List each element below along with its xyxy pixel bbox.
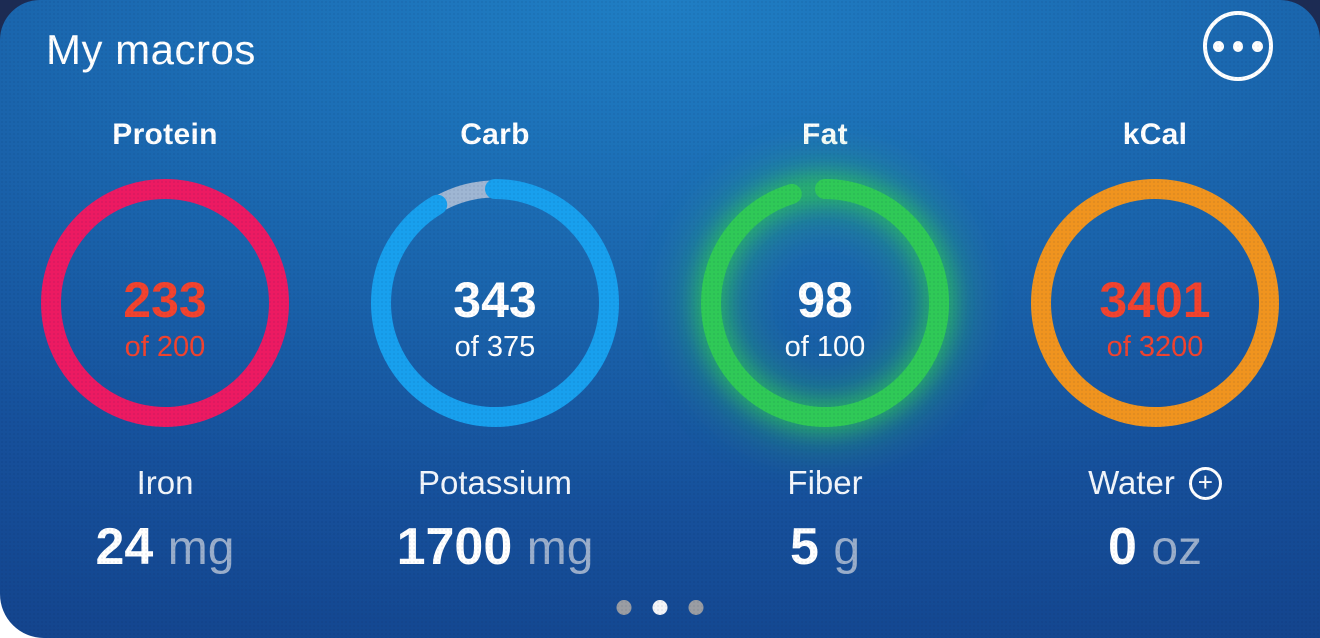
micro-amount: 5 xyxy=(789,518,819,576)
micro-value: 5 g xyxy=(660,517,990,577)
micro-name: Water xyxy=(1088,464,1175,501)
ellipsis-dot xyxy=(1252,40,1264,52)
micro-label: Water + xyxy=(990,464,1320,502)
pagination-dot-active[interactable] xyxy=(652,600,668,615)
ring-svg xyxy=(685,163,965,443)
pagination-dot[interactable] xyxy=(688,600,704,615)
ellipsis-dot xyxy=(1232,40,1244,52)
micro-amount: 0 xyxy=(1107,518,1137,576)
macro-column-kcal: kCal 3401 of 3200 Water + 0 oz xyxy=(990,0,1320,638)
micro-value: 1700 mg xyxy=(330,517,660,577)
macro-column-protein: Protein 233 of 200 Iron 24 mg xyxy=(0,0,330,638)
ring-svg xyxy=(41,179,289,427)
ellipsis-menu-button[interactable] xyxy=(1203,11,1273,81)
micro-amount: 24 xyxy=(95,518,154,576)
macro-column-carb: Carb 343 of 375 Potassium 1700 mg xyxy=(330,0,660,638)
macro-column-fat: Fat 98 of xyxy=(660,0,990,638)
kcal-progress-ring[interactable]: 3401 of 3200 xyxy=(1005,153,1305,453)
macro-label: Fat xyxy=(802,118,848,151)
micro-amount: 1700 xyxy=(396,518,513,576)
micro-unit: g xyxy=(833,522,861,575)
water-add-button[interactable]: + xyxy=(1188,466,1222,500)
protein-progress-ring[interactable]: 233 of 200 xyxy=(15,153,315,453)
micro-unit: mg xyxy=(167,522,235,575)
ring-svg xyxy=(371,179,619,427)
fat-progress-ring[interactable]: 98 of 100 xyxy=(675,153,975,453)
micro-value: 0 oz xyxy=(990,517,1320,577)
macro-label: Carb xyxy=(460,118,530,151)
micro-label: Potassium xyxy=(330,464,660,502)
ring-svg xyxy=(1031,179,1279,427)
micro-value: 24 mg xyxy=(0,517,330,577)
page-title: My macros xyxy=(46,26,256,73)
macro-label: Protein xyxy=(112,118,218,151)
micro-label: Fiber xyxy=(660,464,990,502)
ellipsis-dot xyxy=(1213,40,1224,52)
micro-name: Potassium xyxy=(417,464,573,501)
micro-label: Iron xyxy=(0,464,330,502)
macro-label: kCal xyxy=(1122,118,1188,151)
micro-unit: mg xyxy=(526,522,594,575)
micro-unit: oz xyxy=(1151,522,1203,575)
carb-progress-ring[interactable]: 343 of 375 xyxy=(345,153,645,453)
micro-name: Iron xyxy=(136,464,194,501)
micro-name: Fiber xyxy=(787,464,863,501)
pagination-dots xyxy=(616,600,704,615)
pagination-dot[interactable] xyxy=(616,600,632,615)
